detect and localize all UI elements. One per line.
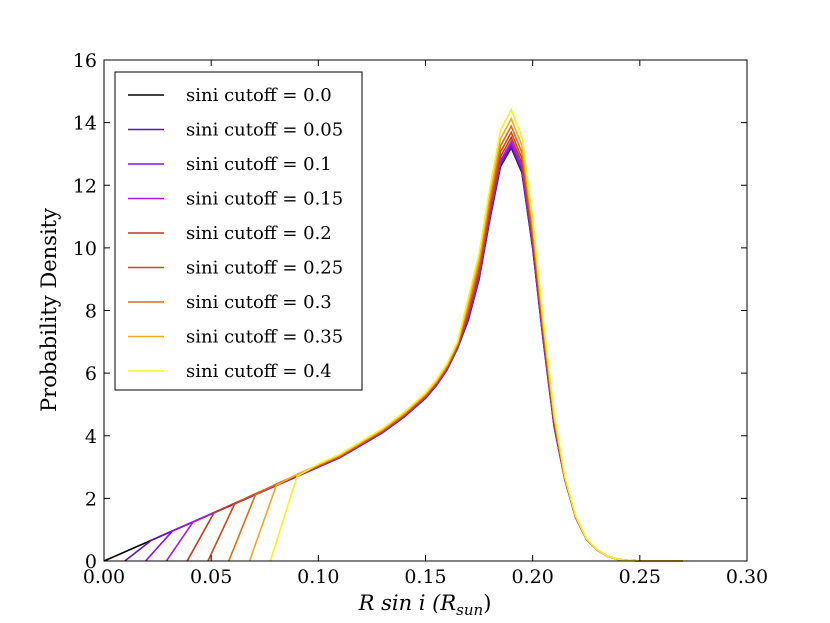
- x-tick-label: 0.10: [297, 566, 339, 588]
- y-tick-label: 6: [85, 363, 97, 385]
- x-tick-label: 0.05: [190, 566, 232, 588]
- legend-label: sini cutoff = 0.05: [186, 120, 343, 141]
- y-tick-label: 14: [73, 113, 97, 135]
- x-tick-label: 0.15: [404, 566, 446, 588]
- series-line: [269, 107, 683, 562]
- legend-label: sini cutoff = 0.3: [186, 292, 332, 313]
- x-tick-label: 0.00: [83, 566, 125, 588]
- x-tick-label: 0.20: [512, 566, 554, 588]
- y-tick-label: 12: [73, 175, 97, 197]
- x-axis-label-main: R sin i (R: [358, 591, 457, 615]
- x-tick-label: 0.25: [619, 566, 661, 588]
- legend-label: sini cutoff = 0.0: [186, 85, 332, 106]
- y-tick-label: 4: [85, 426, 97, 448]
- y-axis-label: Probability Density: [37, 208, 61, 412]
- legend-label: sini cutoff = 0.25: [186, 258, 343, 279]
- legend-label: sini cutoff = 0.1: [186, 154, 332, 175]
- y-tick-label: 0: [85, 551, 97, 573]
- legend: sini cutoff = 0.0 sini cutoff = 0.05 sini …: [114, 71, 363, 391]
- x-axis-label-close: ): [483, 591, 491, 615]
- legend-label: sini cutoff = 0.2: [186, 223, 332, 244]
- y-tick-label: 2: [85, 488, 97, 510]
- x-axis-label-subscript: sun: [456, 601, 483, 619]
- y-tick-label: 10: [73, 238, 97, 260]
- y-tick-label: 8: [85, 301, 97, 323]
- y-tick-label: 16: [73, 50, 97, 72]
- legend-label: sini cutoff = 0.4: [186, 361, 332, 382]
- axis-ticks: 0.00 0.05 0.10 0.15 0.20 0.25 0.30 0 2 4 6 8 10 12 14 1…: [73, 50, 768, 588]
- legend-label: sini cutoff = 0.35: [186, 327, 343, 348]
- x-axis-label: R sin i (Rsun): [358, 591, 492, 619]
- x-tick-label: 0.30: [726, 566, 768, 588]
- series-layer: [103, 107, 683, 562]
- legend-label: sini cutoff = 0.15: [186, 189, 343, 210]
